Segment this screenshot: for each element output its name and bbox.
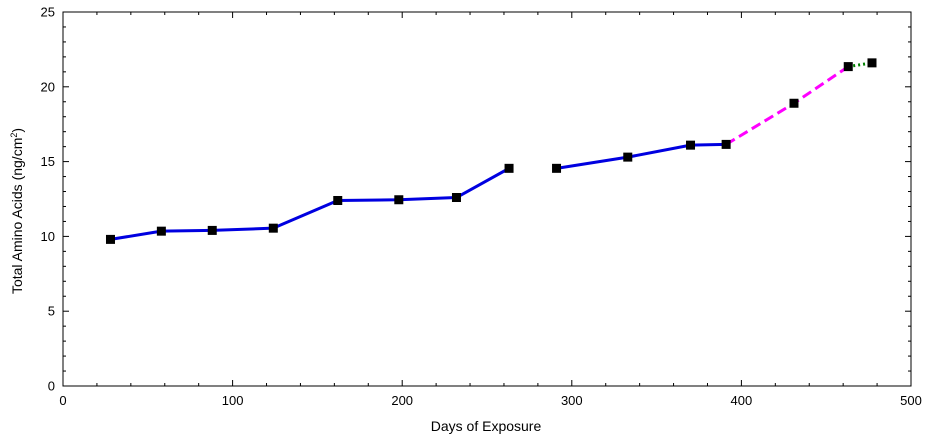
x-tick-label: 0 (59, 393, 66, 408)
data-point-marker (623, 152, 633, 162)
y-tick-label: 15 (41, 154, 55, 169)
x-tick-label: 100 (222, 393, 244, 408)
x-tick-label: 200 (391, 393, 413, 408)
data-point-marker (451, 193, 461, 203)
y-tick-label: 25 (41, 5, 55, 20)
data-point-marker (867, 58, 877, 68)
data-point-marker (552, 163, 562, 173)
data-point-marker (394, 195, 404, 205)
y-tick-label: 5 (48, 304, 55, 319)
data-point-marker (156, 226, 166, 236)
y-tick-label: 20 (41, 79, 55, 94)
x-axis-title: Days of Exposure (431, 418, 542, 434)
data-point-marker (721, 139, 731, 149)
data-point-marker (207, 225, 217, 235)
series-line-3 (725, 65, 850, 146)
plot-frame (62, 11, 912, 387)
y-axis-title: Total Amino Acids (ng/cm2) (9, 128, 25, 294)
data-point-marker (268, 223, 278, 233)
y-tick-label: 10 (41, 229, 55, 244)
data-point-marker (105, 234, 115, 244)
data-point-marker (333, 195, 343, 205)
series-line-2 (556, 142, 727, 170)
y-tick-label: 0 (48, 379, 55, 394)
x-tick-label: 500 (900, 393, 922, 408)
series-lines (110, 61, 873, 241)
y-axis-title-main: Total Amino Acids (ng/cm (9, 138, 25, 294)
data-point-marker (504, 163, 514, 173)
x-tick-label: 300 (561, 393, 583, 408)
data-markers (105, 58, 877, 244)
data-point-marker (686, 140, 696, 150)
axes: 0 100 200 300 400 500 0 5 10 15 20 25 (41, 5, 922, 409)
x-tick-label: 400 (731, 393, 753, 408)
series-line-1 (110, 167, 510, 241)
y-axis-title-superscript: 2 (9, 133, 19, 138)
data-point-marker (843, 62, 853, 72)
y-axis-title-close: ) (9, 128, 25, 133)
data-point-marker (789, 98, 799, 108)
